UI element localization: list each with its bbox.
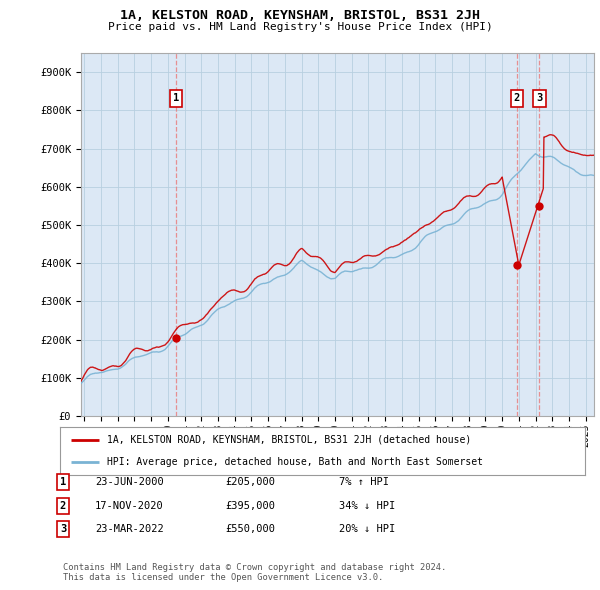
Text: 1: 1 <box>173 93 179 103</box>
Text: 1A, KELSTON ROAD, KEYNSHAM, BRISTOL, BS31 2JH: 1A, KELSTON ROAD, KEYNSHAM, BRISTOL, BS3… <box>120 9 480 22</box>
Text: £395,000: £395,000 <box>225 501 275 510</box>
Text: HPI: Average price, detached house, Bath and North East Somerset: HPI: Average price, detached house, Bath… <box>107 457 483 467</box>
Text: 7% ↑ HPI: 7% ↑ HPI <box>339 477 389 487</box>
Text: 23-JUN-2000: 23-JUN-2000 <box>95 477 164 487</box>
Text: 20% ↓ HPI: 20% ↓ HPI <box>339 525 395 534</box>
Text: 3: 3 <box>536 93 542 103</box>
Text: Contains HM Land Registry data © Crown copyright and database right 2024.
This d: Contains HM Land Registry data © Crown c… <box>63 563 446 582</box>
Text: 1: 1 <box>60 477 66 487</box>
Text: 1A, KELSTON ROAD, KEYNSHAM, BRISTOL, BS31 2JH (detached house): 1A, KELSTON ROAD, KEYNSHAM, BRISTOL, BS3… <box>107 435 472 445</box>
Text: £205,000: £205,000 <box>225 477 275 487</box>
Text: 3: 3 <box>60 525 66 534</box>
Text: 23-MAR-2022: 23-MAR-2022 <box>95 525 164 534</box>
Text: 2: 2 <box>514 93 520 103</box>
Text: 2: 2 <box>60 501 66 510</box>
Text: Price paid vs. HM Land Registry's House Price Index (HPI): Price paid vs. HM Land Registry's House … <box>107 22 493 32</box>
Text: 17-NOV-2020: 17-NOV-2020 <box>95 501 164 510</box>
Text: £550,000: £550,000 <box>225 525 275 534</box>
Text: 34% ↓ HPI: 34% ↓ HPI <box>339 501 395 510</box>
